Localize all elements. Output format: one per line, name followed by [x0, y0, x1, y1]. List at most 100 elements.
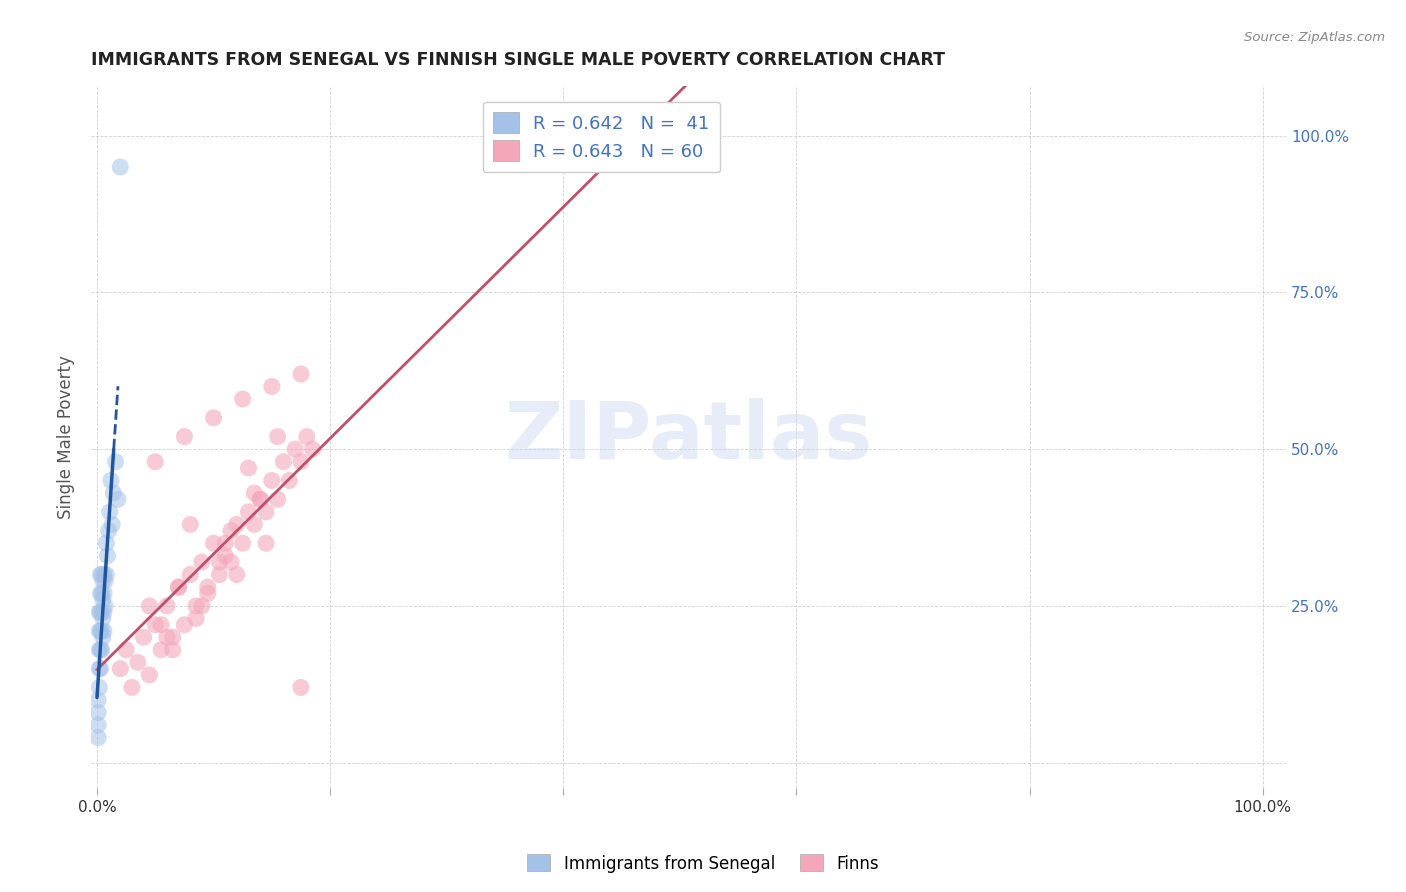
Point: [197, 586, 219, 600]
Point: [132, 630, 155, 644]
Point: [87, 706, 110, 720]
Point: [191, 555, 214, 569]
Point: [89, 624, 111, 638]
Point: [89, 605, 111, 619]
Point: [225, 517, 247, 532]
Point: [179, 517, 201, 532]
Point: [232, 392, 254, 406]
Point: [278, 474, 301, 488]
Point: [89, 662, 111, 676]
Point: [266, 429, 288, 443]
Point: [284, 442, 307, 457]
Point: [138, 599, 160, 613]
Text: Source: ZipAtlas.com: Source: ZipAtlas.com: [1244, 31, 1385, 45]
Point: [100, 474, 122, 488]
Point: [91, 574, 114, 588]
Point: [238, 505, 260, 519]
Point: [93, 567, 115, 582]
Point: [254, 505, 277, 519]
Point: [103, 486, 125, 500]
Point: [143, 455, 166, 469]
Point: [93, 586, 115, 600]
Point: [156, 630, 179, 644]
Point: [202, 410, 225, 425]
Point: [150, 642, 173, 657]
Point: [191, 599, 214, 613]
Text: ZIPatlas: ZIPatlas: [505, 398, 873, 475]
Point: [184, 611, 207, 625]
Point: [89, 642, 111, 657]
Point: [93, 605, 115, 619]
Point: [91, 630, 114, 644]
Point: [143, 617, 166, 632]
Point: [87, 731, 110, 745]
Point: [110, 160, 132, 174]
Point: [89, 681, 111, 695]
Point: [90, 624, 112, 638]
Point: [97, 524, 120, 538]
Point: [290, 367, 312, 381]
Point: [90, 567, 112, 582]
Point: [91, 592, 114, 607]
Point: [260, 474, 283, 488]
Point: [290, 455, 312, 469]
Point: [184, 599, 207, 613]
Point: [219, 555, 242, 569]
Point: [260, 379, 283, 393]
Point: [93, 624, 115, 638]
Point: [301, 442, 323, 457]
Point: [295, 429, 318, 443]
Point: [90, 642, 112, 657]
Point: [167, 580, 190, 594]
Point: [249, 492, 271, 507]
Point: [104, 455, 127, 469]
Point: [225, 567, 247, 582]
Point: [214, 536, 236, 550]
Point: [254, 536, 277, 550]
Legend: Immigrants from Senegal, Finns: Immigrants from Senegal, Finns: [520, 847, 886, 880]
Point: [243, 517, 266, 532]
Point: [121, 681, 143, 695]
Point: [96, 549, 118, 563]
Point: [89, 642, 111, 657]
Point: [669, 128, 692, 143]
Point: [101, 517, 124, 532]
Y-axis label: Single Male Poverty: Single Male Poverty: [58, 355, 75, 518]
Point: [266, 492, 288, 507]
Point: [162, 630, 184, 644]
Point: [162, 642, 184, 657]
Point: [214, 549, 236, 563]
Point: [156, 599, 179, 613]
Point: [87, 693, 110, 707]
Point: [107, 492, 129, 507]
Point: [89, 624, 111, 638]
Point: [94, 574, 117, 588]
Point: [290, 681, 312, 695]
Point: [219, 524, 242, 538]
Point: [94, 599, 117, 613]
Point: [89, 605, 111, 619]
Text: IMMIGRANTS FROM SENEGAL VS FINNISH SINGLE MALE POVERTY CORRELATION CHART: IMMIGRANTS FROM SENEGAL VS FINNISH SINGL…: [91, 51, 945, 69]
Point: [232, 536, 254, 550]
Point: [87, 718, 110, 732]
Point: [173, 429, 195, 443]
Point: [243, 486, 266, 500]
Point: [98, 505, 121, 519]
Point: [249, 492, 271, 507]
Point: [273, 455, 295, 469]
Point: [208, 555, 231, 569]
Legend: R = 0.642   N =  41, R = 0.643   N = 60: R = 0.642 N = 41, R = 0.643 N = 60: [482, 102, 720, 172]
Point: [89, 586, 111, 600]
Point: [167, 580, 190, 594]
Point: [96, 536, 118, 550]
Point: [202, 536, 225, 550]
Point: [208, 567, 231, 582]
Point: [110, 662, 132, 676]
Point: [96, 567, 118, 582]
Point: [127, 656, 149, 670]
Point: [115, 642, 138, 657]
Point: [89, 662, 111, 676]
Point: [90, 605, 112, 619]
Point: [238, 461, 260, 475]
Point: [150, 617, 173, 632]
